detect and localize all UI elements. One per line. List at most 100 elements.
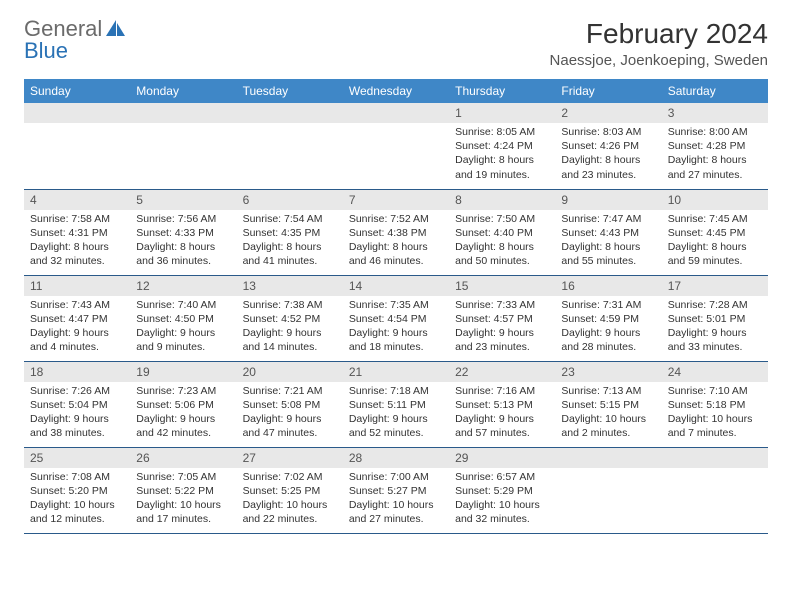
calendar-week-row: 11Sunrise: 7:43 AMSunset: 4:47 PMDayligh… <box>24 275 768 361</box>
day-line: Sunset: 4:31 PM <box>30 226 124 240</box>
calendar-head: SundayMondayTuesdayWednesdayThursdayFrid… <box>24 79 768 103</box>
day-line: Sunset: 4:38 PM <box>349 226 443 240</box>
day-content: Sunrise: 7:18 AMSunset: 5:11 PMDaylight:… <box>343 382 449 445</box>
day-content: Sunrise: 8:00 AMSunset: 4:28 PMDaylight:… <box>662 123 768 186</box>
day-content <box>343 123 449 129</box>
day-line: Sunrise: 8:05 AM <box>455 125 549 139</box>
day-line: Sunrise: 7:28 AM <box>668 298 762 312</box>
calendar-empty-cell <box>130 103 236 189</box>
day-line: Sunset: 4:33 PM <box>136 226 230 240</box>
day-number: 17 <box>662 276 768 296</box>
dayname-header: Friday <box>555 79 661 103</box>
calendar-day-cell: 5Sunrise: 7:56 AMSunset: 4:33 PMDaylight… <box>130 189 236 275</box>
day-line: and 7 minutes. <box>668 426 762 440</box>
dayname-header: Monday <box>130 79 236 103</box>
calendar-day-cell: 3Sunrise: 8:00 AMSunset: 4:28 PMDaylight… <box>662 103 768 189</box>
day-line: Daylight: 10 hours <box>561 412 655 426</box>
calendar-day-cell: 25Sunrise: 7:08 AMSunset: 5:20 PMDayligh… <box>24 447 130 533</box>
day-line: Daylight: 8 hours <box>561 240 655 254</box>
dayname-header: Saturday <box>662 79 768 103</box>
day-line: and 33 minutes. <box>668 340 762 354</box>
day-line: Sunset: 4:45 PM <box>668 226 762 240</box>
calendar-day-cell: 11Sunrise: 7:43 AMSunset: 4:47 PMDayligh… <box>24 275 130 361</box>
calendar-day-cell: 1Sunrise: 8:05 AMSunset: 4:24 PMDaylight… <box>449 103 555 189</box>
day-line: Sunrise: 7:58 AM <box>30 212 124 226</box>
calendar-day-cell: 17Sunrise: 7:28 AMSunset: 5:01 PMDayligh… <box>662 275 768 361</box>
day-line: Sunset: 4:35 PM <box>243 226 337 240</box>
dayname-header: Thursday <box>449 79 555 103</box>
day-content: Sunrise: 7:10 AMSunset: 5:18 PMDaylight:… <box>662 382 768 445</box>
calendar-day-cell: 15 Sunrise: 7:33 AMSunset: 4:57 PMDayligh… <box>449 275 555 361</box>
day-line: Daylight: 8 hours <box>349 240 443 254</box>
day-content: Sunrise: 6:57 AMSunset: 5:29 PMDaylight:… <box>449 468 555 531</box>
day-line: Sunset: 5:13 PM <box>455 398 549 412</box>
calendar-empty-cell <box>24 103 130 189</box>
day-line: Sunset: 4:24 PM <box>455 139 549 153</box>
day-content <box>130 123 236 129</box>
day-line: and 41 minutes. <box>243 254 337 268</box>
dayname-header: Sunday <box>24 79 130 103</box>
day-number: 8 <box>449 190 555 210</box>
day-content: Sunrise: 8:05 AMSunset: 4:24 PMDaylight:… <box>449 123 555 186</box>
day-line: Sunset: 5:08 PM <box>243 398 337 412</box>
location-text: Naessjoe, Joenkoeping, Sweden <box>550 52 768 69</box>
day-line: and 38 minutes. <box>30 426 124 440</box>
day-line: Daylight: 9 hours <box>455 326 549 340</box>
day-number <box>130 103 236 123</box>
day-number: 18 <box>24 362 130 382</box>
day-line: Daylight: 9 hours <box>30 412 124 426</box>
day-content: Sunrise: 8:03 AMSunset: 4:26 PMDaylight:… <box>555 123 661 186</box>
day-content <box>555 468 661 474</box>
day-number: 11 <box>24 276 130 296</box>
day-number: 22 <box>449 362 555 382</box>
calendar-week-row: 25Sunrise: 7:08 AMSunset: 5:20 PMDayligh… <box>24 447 768 533</box>
day-line: and 4 minutes. <box>30 340 124 354</box>
day-line: Sunrise: 7:05 AM <box>136 470 230 484</box>
calendar-day-cell: 7Sunrise: 7:52 AMSunset: 4:38 PMDaylight… <box>343 189 449 275</box>
day-number: 15 <box>449 276 555 296</box>
day-content: Sunrise: 7:23 AMSunset: 5:06 PMDaylight:… <box>130 382 236 445</box>
day-line: and 9 minutes. <box>136 340 230 354</box>
day-number: 27 <box>237 448 343 468</box>
day-line: Daylight: 9 hours <box>349 412 443 426</box>
day-line: Sunset: 5:22 PM <box>136 484 230 498</box>
day-line: and 32 minutes. <box>455 512 549 526</box>
day-line: Sunset: 4:54 PM <box>349 312 443 326</box>
day-content: Sunrise: 7:13 AMSunset: 5:15 PMDaylight:… <box>555 382 661 445</box>
calendar-table: SundayMondayTuesdayWednesdayThursdayFrid… <box>24 79 768 534</box>
day-line: Sunrise: 7:47 AM <box>561 212 655 226</box>
day-number: 28 <box>343 448 449 468</box>
day-line: Sunrise: 7:35 AM <box>349 298 443 312</box>
day-line: Sunrise: 7:33 AM <box>455 298 549 312</box>
day-line: Sunset: 4:57 PM <box>455 312 549 326</box>
day-line: Daylight: 9 hours <box>136 326 230 340</box>
day-line: Sunset: 4:40 PM <box>455 226 549 240</box>
day-line: Daylight: 8 hours <box>668 153 762 167</box>
day-line: Sunrise: 7:21 AM <box>243 384 337 398</box>
day-line: and 59 minutes. <box>668 254 762 268</box>
calendar-day-cell: 23Sunrise: 7:13 AMSunset: 5:15 PMDayligh… <box>555 361 661 447</box>
day-line: Sunset: 5:18 PM <box>668 398 762 412</box>
month-title: February 2024 <box>550 18 768 50</box>
calendar-empty-cell <box>662 447 768 533</box>
day-number: 3 <box>662 103 768 123</box>
day-number: 24 <box>662 362 768 382</box>
day-line: Daylight: 9 hours <box>136 412 230 426</box>
calendar-page: General Blue February 2024 Naessjoe, Joe… <box>0 0 792 544</box>
day-number: 14 <box>343 276 449 296</box>
day-line: Sunset: 4:50 PM <box>136 312 230 326</box>
day-line: Daylight: 9 hours <box>455 412 549 426</box>
day-line: Daylight: 9 hours <box>668 326 762 340</box>
day-line: and 14 minutes. <box>243 340 337 354</box>
day-content: Sunrise: 7:21 AMSunset: 5:08 PMDaylight:… <box>237 382 343 445</box>
header-right: February 2024 Naessjoe, Joenkoeping, Swe… <box>550 18 768 69</box>
day-line: and 42 minutes. <box>136 426 230 440</box>
day-line: Sunset: 5:11 PM <box>349 398 443 412</box>
day-number: 26 <box>130 448 236 468</box>
day-content: Sunrise: 7:31 AMSunset: 4:59 PMDaylight:… <box>555 296 661 359</box>
calendar-empty-cell <box>237 103 343 189</box>
day-line: Daylight: 8 hours <box>136 240 230 254</box>
day-line: Sunrise: 7:56 AM <box>136 212 230 226</box>
calendar-day-cell: 20Sunrise: 7:21 AMSunset: 5:08 PMDayligh… <box>237 361 343 447</box>
day-line: Sunset: 4:47 PM <box>30 312 124 326</box>
